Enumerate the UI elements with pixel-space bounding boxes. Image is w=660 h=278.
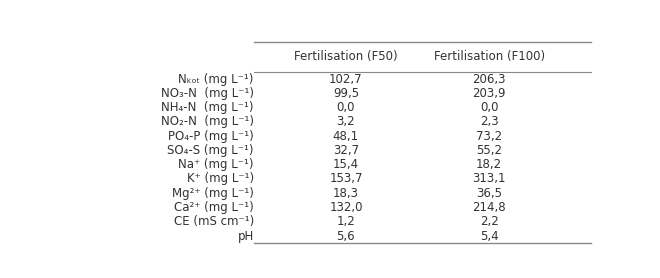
Text: Ca²⁺ (mg L⁻¹): Ca²⁺ (mg L⁻¹) [174, 201, 254, 214]
Text: 18,2: 18,2 [476, 158, 502, 171]
Text: 0,0: 0,0 [337, 101, 355, 114]
Text: 2,3: 2,3 [480, 115, 498, 128]
Text: NH₄-N  (mg L⁻¹): NH₄-N (mg L⁻¹) [161, 101, 254, 114]
Text: NO₂-N  (mg L⁻¹): NO₂-N (mg L⁻¹) [161, 115, 254, 128]
Text: 73,2: 73,2 [476, 130, 502, 143]
Text: CE (mS cm⁻¹): CE (mS cm⁻¹) [174, 215, 254, 228]
Text: 5,6: 5,6 [337, 230, 355, 242]
Text: 0,0: 0,0 [480, 101, 498, 114]
Text: 18,3: 18,3 [333, 187, 359, 200]
Text: 203,9: 203,9 [473, 87, 506, 100]
Text: Mg²⁺ (mg L⁻¹): Mg²⁺ (mg L⁻¹) [172, 187, 254, 200]
Text: 55,2: 55,2 [476, 144, 502, 157]
Text: K⁺ (mg L⁻¹): K⁺ (mg L⁻¹) [187, 172, 254, 185]
Text: 1,2: 1,2 [337, 215, 355, 228]
Text: SO₄-S (mg L⁻¹): SO₄-S (mg L⁻¹) [168, 144, 254, 157]
Text: 3,2: 3,2 [337, 115, 355, 128]
Text: 313,1: 313,1 [473, 172, 506, 185]
Text: 214,8: 214,8 [473, 201, 506, 214]
Text: 5,4: 5,4 [480, 230, 498, 242]
Text: 132,0: 132,0 [329, 201, 363, 214]
Text: Fertilisation (F100): Fertilisation (F100) [434, 50, 544, 63]
Text: 102,7: 102,7 [329, 73, 363, 86]
Text: 48,1: 48,1 [333, 130, 359, 143]
Text: pH: pH [238, 230, 254, 242]
Text: 206,3: 206,3 [473, 73, 506, 86]
Text: Fertilisation (F50): Fertilisation (F50) [294, 50, 398, 63]
Text: PO₄-P (mg L⁻¹): PO₄-P (mg L⁻¹) [168, 130, 254, 143]
Text: 153,7: 153,7 [329, 172, 363, 185]
Text: 15,4: 15,4 [333, 158, 359, 171]
Text: 32,7: 32,7 [333, 144, 359, 157]
Text: 36,5: 36,5 [476, 187, 502, 200]
Text: Nₖₒₜ (mg L⁻¹): Nₖₒₜ (mg L⁻¹) [178, 73, 254, 86]
Text: Na⁺ (mg L⁻¹): Na⁺ (mg L⁻¹) [178, 158, 254, 171]
Text: 2,2: 2,2 [480, 215, 498, 228]
Text: 99,5: 99,5 [333, 87, 359, 100]
Text: NO₃-N  (mg L⁻¹): NO₃-N (mg L⁻¹) [161, 87, 254, 100]
